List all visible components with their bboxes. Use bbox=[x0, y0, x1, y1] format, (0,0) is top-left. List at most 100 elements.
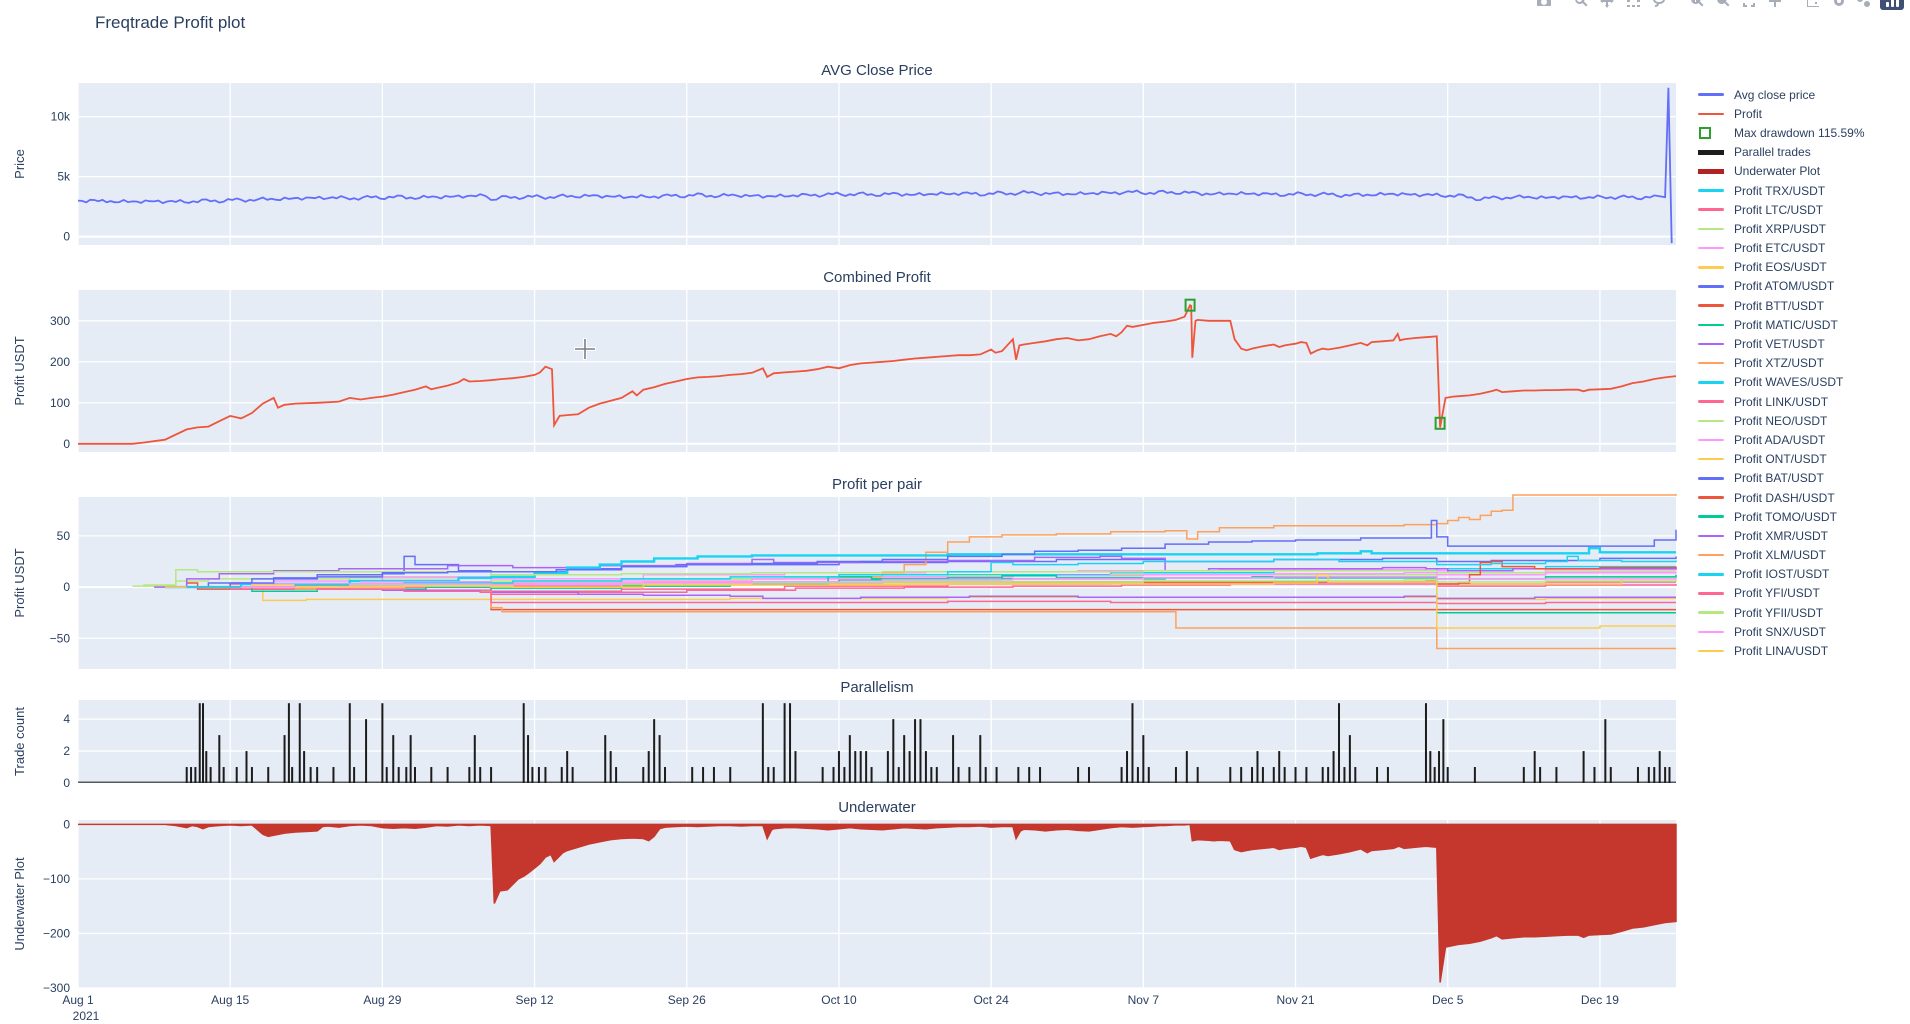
legend-item-profit-xrp-usdt[interactable]: Profit XRP/USDT bbox=[1698, 219, 1910, 238]
legend-item-profit-ada-usdt[interactable]: Profit ADA/USDT bbox=[1698, 430, 1910, 449]
legend-item-profit-xtz-usdt[interactable]: Profit XTZ/USDT bbox=[1698, 354, 1910, 373]
legend-item-profit-xmr-usdt[interactable]: Profit XMR/USDT bbox=[1698, 526, 1910, 545]
legend-item-profit-tomo-usdt[interactable]: Profit TOMO/USDT bbox=[1698, 507, 1910, 526]
legend-label: Profit BTT/USDT bbox=[1734, 298, 1825, 313]
legend-item-profit[interactable]: Profit bbox=[1698, 104, 1910, 123]
trade-count-bar bbox=[250, 767, 253, 783]
legend-line-icon bbox=[1698, 246, 1728, 250]
trade-count-bar bbox=[1028, 767, 1031, 783]
legend-item-profit-neo-usdt[interactable]: Profit NEO/USDT bbox=[1698, 411, 1910, 430]
legend-item-profit-ont-usdt[interactable]: Profit ONT/USDT bbox=[1698, 450, 1910, 469]
legend-label: Profit IOST/USDT bbox=[1734, 567, 1830, 582]
legend-label: Profit ETC/USDT bbox=[1734, 241, 1826, 256]
trade-count-bar bbox=[1174, 767, 1177, 783]
legend-item-profit-waves-usdt[interactable]: Profit WAVES/USDT bbox=[1698, 373, 1910, 392]
series-profit-waves-usdt bbox=[165, 547, 1676, 589]
legend-item-profit-dash-usdt[interactable]: Profit DASH/USDT bbox=[1698, 488, 1910, 507]
legend-line-icon bbox=[1698, 630, 1728, 634]
plot-area-parallelism[interactable] bbox=[78, 700, 1676, 783]
legend-line-icon bbox=[1698, 112, 1728, 116]
legend-item-profit-snx-usdt[interactable]: Profit SNX/USDT bbox=[1698, 622, 1910, 641]
trade-count-bar bbox=[527, 735, 530, 783]
series-profit-ada-usdt bbox=[165, 571, 1677, 588]
y-tick-label: 200 bbox=[50, 355, 70, 369]
legend-item-parallel-trades[interactable]: Parallel trades bbox=[1698, 143, 1910, 162]
trade-count-bar bbox=[479, 767, 482, 783]
legend-item-underwater-plot[interactable]: Underwater Plot bbox=[1698, 162, 1910, 181]
reset-axes-icon[interactable] bbox=[1764, 0, 1786, 11]
legend-item-profit-link-usdt[interactable]: Profit LINK/USDT bbox=[1698, 392, 1910, 411]
zoom-out-icon[interactable] bbox=[1712, 0, 1734, 11]
series-avg-close-price bbox=[77, 87, 1673, 244]
zoom-in-icon[interactable] bbox=[1686, 0, 1708, 11]
hover-closest-icon[interactable] bbox=[1828, 0, 1850, 11]
legend-item-profit-lina-usdt[interactable]: Profit LINA/USDT bbox=[1698, 641, 1910, 660]
legend-item-profit-atom-usdt[interactable]: Profit ATOM/USDT bbox=[1698, 277, 1910, 296]
legend-item-profit-matic-usdt[interactable]: Profit MATIC/USDT bbox=[1698, 315, 1910, 334]
series-profit-bat-usdt bbox=[186, 519, 1677, 588]
legend-label: Profit LINA/USDT bbox=[1734, 644, 1829, 659]
trade-count-bar bbox=[1376, 767, 1379, 783]
legend-item-profit-bat-usdt[interactable]: Profit BAT/USDT bbox=[1698, 469, 1910, 488]
box-select-icon[interactable] bbox=[1622, 0, 1644, 11]
legend-label: Max drawdown 115.59% bbox=[1734, 125, 1865, 140]
trade-count-bar bbox=[761, 703, 764, 783]
legend-item-profit-etc-usdt[interactable]: Profit ETC/USDT bbox=[1698, 239, 1910, 258]
legend-item-profit-vet-usdt[interactable]: Profit VET/USDT bbox=[1698, 334, 1910, 353]
trade-count-bar bbox=[1240, 767, 1243, 783]
legend-item-profit-yfi-usdt[interactable]: Profit YFI/USDT bbox=[1698, 584, 1910, 603]
trade-count-bar bbox=[837, 751, 840, 783]
legend-item-profit-btt-usdt[interactable]: Profit BTT/USDT bbox=[1698, 296, 1910, 315]
trade-count-bar bbox=[897, 767, 900, 783]
legend-line-icon bbox=[1698, 93, 1728, 96]
x-tick-label: Nov 21 bbox=[1277, 993, 1315, 1007]
plotly-logo[interactable] bbox=[1880, 0, 1904, 10]
autoscale-icon[interactable] bbox=[1738, 0, 1760, 11]
legend-item-profit-xlm-usdt[interactable]: Profit XLM/USDT bbox=[1698, 546, 1910, 565]
legend-item-profit-yfii-usdt[interactable]: Profit YFII/USDT bbox=[1698, 603, 1910, 622]
legend-item-profit-eos-usdt[interactable]: Profit EOS/USDT bbox=[1698, 258, 1910, 277]
trade-count-bar bbox=[794, 751, 797, 783]
lasso-icon[interactable] bbox=[1648, 0, 1670, 11]
trade-count-bar bbox=[1604, 719, 1607, 783]
plot-area-combined-profit[interactable] bbox=[78, 290, 1676, 452]
legend-item-avg-close-price[interactable]: Avg close price bbox=[1698, 85, 1910, 104]
trade-count-bar bbox=[1593, 767, 1596, 783]
trade-count-bar bbox=[218, 735, 221, 783]
trade-count-bar bbox=[522, 703, 525, 783]
legend-label: Profit NEO/USDT bbox=[1734, 413, 1828, 428]
modebar bbox=[1532, 0, 1904, 11]
y-tick-label: 0 bbox=[63, 776, 70, 790]
y-tick-label: 2 bbox=[63, 744, 70, 758]
pan-icon[interactable] bbox=[1596, 0, 1618, 11]
legend-line-icon bbox=[1698, 400, 1728, 403]
legend-item-profit-iost-usdt[interactable]: Profit IOST/USDT bbox=[1698, 565, 1910, 584]
plot-area-avg-close-price[interactable] bbox=[78, 83, 1676, 245]
spikelines-icon[interactable] bbox=[1802, 0, 1824, 11]
legend-label: Profit BAT/USDT bbox=[1734, 471, 1824, 486]
legend-line-icon bbox=[1698, 285, 1728, 288]
legend-line-icon bbox=[1698, 149, 1728, 155]
trade-count-bar bbox=[1196, 767, 1199, 783]
legend-label: Parallel trades bbox=[1734, 145, 1811, 160]
camera-icon[interactable] bbox=[1532, 0, 1554, 11]
trade-count-bar bbox=[1261, 767, 1264, 783]
legend-line-icon bbox=[1698, 381, 1728, 384]
trade-count-bar bbox=[1272, 767, 1275, 783]
legend-label: Profit bbox=[1734, 106, 1763, 121]
zoom-icon[interactable] bbox=[1570, 0, 1592, 11]
trade-count-bar bbox=[1294, 767, 1297, 783]
x-tick-label: Sep 26 bbox=[668, 993, 706, 1007]
legend-item-profit-trx-usdt[interactable]: Profit TRX/USDT bbox=[1698, 181, 1910, 200]
trade-count-bar bbox=[531, 767, 534, 783]
trade-count-bar bbox=[566, 751, 569, 783]
trade-count-bar bbox=[245, 751, 248, 783]
x-tick-label: Oct 10 bbox=[821, 993, 857, 1007]
hover-compare-icon[interactable] bbox=[1854, 0, 1876, 11]
x-tick-label: Dec 5 bbox=[1432, 993, 1464, 1007]
trade-count-bar bbox=[316, 767, 319, 783]
trade-count-bar bbox=[194, 767, 197, 783]
legend-item-max-drawdown-115-59-[interactable]: Max drawdown 115.59% bbox=[1698, 123, 1910, 142]
legend-item-profit-ltc-usdt[interactable]: Profit LTC/USDT bbox=[1698, 200, 1910, 219]
